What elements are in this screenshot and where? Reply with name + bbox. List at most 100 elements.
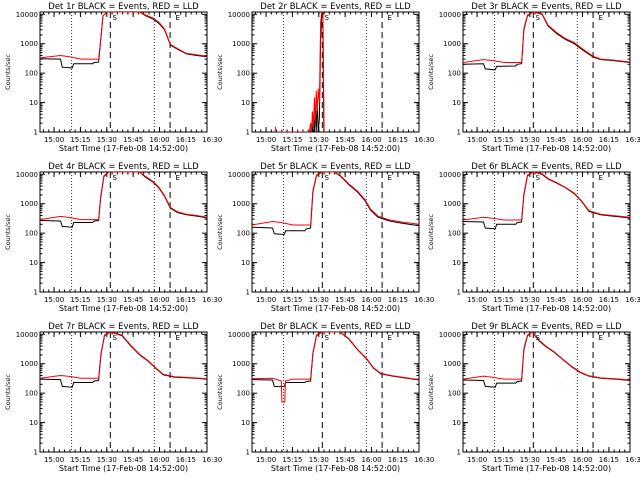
y-tick-label: 10000 — [16, 11, 38, 19]
y-tick-label: 10000 — [439, 171, 461, 179]
chart-title: Det 6r BLACK = Events, RED = LLD — [471, 162, 622, 172]
y-tick-label: 10 — [241, 99, 250, 107]
x-tick-label: 16:30 — [202, 136, 222, 144]
x-tick-label: 15:45 — [123, 136, 143, 144]
series-lld-line — [463, 172, 630, 221]
y-tick-label: 10 — [29, 419, 38, 427]
x-tick-label: 15:00 — [256, 136, 276, 144]
y-tick-label: 1 — [457, 289, 461, 297]
y-tick-label: 10000 — [439, 11, 461, 19]
x-tick-label: 15:00 — [256, 296, 276, 304]
y-axis-label: Counts/sec — [4, 54, 12, 90]
x-tick-label: 15:00 — [467, 296, 487, 304]
marker-label-e: E — [598, 174, 602, 182]
x-tick-label: 15:15 — [70, 296, 90, 304]
x-tick-label: 16:30 — [202, 296, 222, 304]
y-tick-label: 1 — [246, 129, 250, 137]
y-tick-label: 100 — [237, 70, 250, 78]
chart-title: Det 8r BLACK = Events, RED = LLD — [260, 322, 411, 332]
x-tick-label: 16:30 — [625, 456, 640, 464]
x-tick-label: 15:00 — [44, 456, 64, 464]
y-axis-label: Counts/sec — [216, 54, 224, 90]
chart-title: Det 5r BLACK = Events, RED = LLD — [260, 162, 411, 172]
x-tick-label: 15:45 — [123, 296, 143, 304]
x-tick-label: 15:15 — [493, 136, 513, 144]
x-axis-label: Start Time (17-Feb-08 14:52:00) — [482, 464, 611, 473]
marker-label-e: E — [598, 14, 602, 22]
marker-label-e: E — [175, 14, 179, 22]
x-tick-label: 15:15 — [70, 456, 90, 464]
y-tick-label: 10000 — [439, 331, 461, 339]
marker-label-s: S — [535, 334, 540, 342]
x-tick-label: 15:00 — [256, 456, 276, 464]
chart-title: Det 3r BLACK = Events, RED = LLD — [471, 2, 622, 12]
y-axis-label: Counts/sec — [427, 214, 435, 250]
y-tick-label: 1 — [457, 129, 461, 137]
series-events-line — [310, 12, 325, 132]
y-tick-label: 10 — [241, 419, 250, 427]
series-events-line — [40, 12, 207, 69]
x-tick-label: 16:30 — [202, 456, 222, 464]
x-tick-label: 15:15 — [493, 456, 513, 464]
x-axis-label: Start Time (17-Feb-08 14:52:00) — [271, 144, 400, 153]
series-lld-line — [40, 12, 207, 60]
series-lld-line — [252, 172, 419, 226]
x-tick-label: 16:15 — [176, 456, 196, 464]
x-tick-label: 16:15 — [176, 136, 196, 144]
plot-frame — [251, 11, 420, 133]
x-tick-label: 16:00 — [149, 296, 169, 304]
y-tick-label: 1 — [34, 289, 38, 297]
plot-frame — [39, 331, 208, 453]
y-tick-label: 10000 — [16, 171, 38, 179]
x-tick-label: 15:15 — [282, 296, 302, 304]
x-tick-label: 15:30 — [97, 136, 117, 144]
x-axis-label: Start Time (17-Feb-08 14:52:00) — [59, 464, 188, 473]
y-tick-label: 1000 — [232, 360, 250, 368]
y-tick-label: 100 — [25, 70, 38, 78]
marker-label-e: E — [387, 174, 391, 182]
x-tick-label: 16:00 — [361, 296, 381, 304]
y-tick-label: 1 — [34, 129, 38, 137]
x-tick-label: 16:00 — [572, 136, 592, 144]
y-tick-label: 10 — [452, 259, 461, 267]
x-tick-label: 16:15 — [388, 136, 408, 144]
plot-frame — [462, 171, 631, 293]
x-tick-label: 16:30 — [414, 456, 434, 464]
x-axis-label: Start Time (17-Feb-08 14:52:00) — [482, 144, 611, 153]
y-tick-label: 10 — [241, 259, 250, 267]
y-tick-label: 1000 — [443, 200, 461, 208]
x-tick-label: 15:30 — [97, 456, 117, 464]
plot-frame — [462, 331, 631, 453]
x-tick-label: 15:30 — [97, 296, 117, 304]
x-tick-label: 16:15 — [599, 456, 619, 464]
x-tick-label: 15:45 — [546, 456, 566, 464]
x-tick-label: 16:15 — [388, 456, 408, 464]
marker-label-e: E — [175, 334, 179, 342]
chart-title: Det 9r BLACK = Events, RED = LLD — [471, 322, 622, 332]
x-tick-label: 15:45 — [546, 296, 566, 304]
x-tick-label: 15:15 — [493, 296, 513, 304]
marker-label-s: S — [324, 14, 329, 22]
panel-det-1: Det 1r BLACK = Events, RED = LLD Counts/s… — [4, 2, 222, 153]
y-tick-label: 100 — [237, 390, 250, 398]
y-tick-label: 1 — [246, 449, 250, 457]
y-tick-label: 1000 — [232, 200, 250, 208]
y-tick-label: 100 — [448, 390, 461, 398]
x-axis-label: Start Time (17-Feb-08 14:52:00) — [59, 304, 188, 313]
y-tick-label: 1000 — [232, 40, 250, 48]
x-tick-label: 15:00 — [467, 136, 487, 144]
series-events-line — [463, 12, 630, 71]
x-tick-label: 15:30 — [309, 456, 329, 464]
panel-det-6: Det 6r BLACK = Events, RED = LLD Counts/s… — [427, 162, 640, 313]
x-tick-label: 15:45 — [335, 136, 355, 144]
y-tick-label: 100 — [448, 230, 461, 238]
x-tick-label: 15:45 — [546, 136, 566, 144]
x-tick-label: 15:30 — [520, 296, 540, 304]
y-tick-label: 10000 — [228, 171, 250, 179]
marker-label-e: E — [175, 174, 179, 182]
series-lld-line — [252, 332, 419, 403]
y-tick-label: 1000 — [20, 40, 38, 48]
panel-det-8: Det 8r BLACK = Events, RED = LLD Counts/s… — [216, 322, 434, 473]
x-tick-label: 15:30 — [309, 296, 329, 304]
marker-label-s: S — [112, 14, 117, 22]
